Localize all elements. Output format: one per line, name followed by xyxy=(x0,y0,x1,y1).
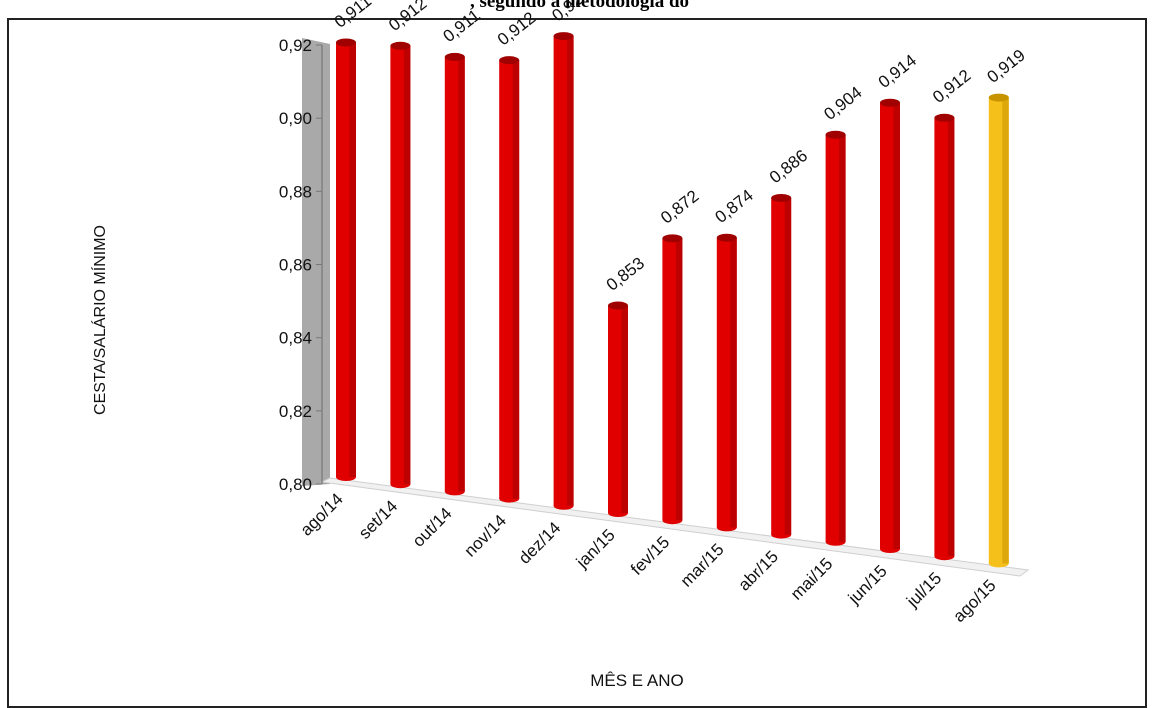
back-wall xyxy=(302,38,330,486)
bar-top xyxy=(988,93,1009,102)
bar-nov/14 xyxy=(499,56,520,503)
bar-mar/15 xyxy=(716,233,737,532)
bar-set/14 xyxy=(390,41,411,489)
y-tick-label: 0,84 xyxy=(279,329,312,348)
bar-jul/15 xyxy=(934,113,955,561)
y-tick-label: 0,92 xyxy=(279,36,312,55)
data-label: 0,872 xyxy=(657,186,702,227)
bar-shade xyxy=(458,56,465,492)
data-label: 0,912 xyxy=(929,66,974,107)
bar-dez/14 xyxy=(553,32,574,510)
x-tick-label: mar/15 xyxy=(677,540,728,591)
y-axis-title: CESTA/SALÁRIO MÍNIMO xyxy=(90,225,109,415)
bar-shade xyxy=(567,36,574,506)
x-tick-label: jan/15 xyxy=(572,525,619,572)
bar-top xyxy=(825,130,846,139)
bar-jan/15 xyxy=(608,301,628,517)
data-label: 0,912 xyxy=(385,0,430,35)
bars-layer xyxy=(336,32,1009,568)
data-label: 0,914 xyxy=(875,51,920,92)
x-tick-label: fev/15 xyxy=(627,533,673,579)
bar-fev/15 xyxy=(662,234,683,525)
data-label: 0,912 xyxy=(494,8,539,49)
data-label: 0,911 xyxy=(331,0,375,32)
axis-layer: 0,80 0,82 0,84 0,86 0,88 0,90 0,92 xyxy=(279,36,1030,577)
bar-shade xyxy=(512,60,520,499)
bar-mai/15 xyxy=(825,130,846,546)
y-tick-label: 0,86 xyxy=(279,256,312,275)
bar-shade xyxy=(893,102,900,549)
y-tick-label: 0,80 xyxy=(279,475,312,494)
bar-shade xyxy=(784,197,792,535)
x-tick-label: ago/14 xyxy=(297,489,347,539)
x-tick-label: nov/14 xyxy=(460,511,510,561)
bar-shade xyxy=(621,305,628,513)
x-tick-label: ago/15 xyxy=(949,576,999,626)
x-tick-label: set/14 xyxy=(355,497,401,543)
bar-top xyxy=(662,234,683,243)
bar-top xyxy=(771,193,792,202)
x-tick-label: dez/14 xyxy=(515,518,565,568)
x-tick-label: jul/15 xyxy=(902,569,945,612)
x-tick-label: mai/15 xyxy=(787,554,837,604)
bar-shade xyxy=(839,134,846,542)
data-label: 0,853 xyxy=(603,254,648,295)
bar-ago/14 xyxy=(336,38,356,481)
bar-out/14 xyxy=(444,52,465,496)
bar-abr/15 xyxy=(771,193,792,539)
bar-top xyxy=(336,38,356,47)
bar-shade xyxy=(947,117,955,557)
y-tick-label: 0,82 xyxy=(279,402,312,421)
bar-top xyxy=(608,301,628,310)
bar-shade xyxy=(349,42,356,477)
data-label: 0,911 xyxy=(440,6,484,46)
data-label: 0,920 xyxy=(548,0,593,25)
data-label: 0,886 xyxy=(766,146,811,187)
bar-top xyxy=(499,56,520,65)
page-title: , segundo a metodologia do xyxy=(469,0,690,12)
bar-top xyxy=(553,32,574,41)
bar-shade xyxy=(675,238,683,521)
bar-top xyxy=(716,233,737,242)
x-tick-label: out/14 xyxy=(409,504,456,551)
bar-top xyxy=(444,52,465,61)
data-label: 0,919 xyxy=(984,46,1029,87)
bar-ago/15 xyxy=(988,93,1009,568)
y-tick-label: 0,88 xyxy=(279,182,312,201)
x-axis-title: MÊS E ANO xyxy=(590,671,684,690)
bar-top xyxy=(934,113,955,122)
floor xyxy=(320,477,1030,577)
bar-shade xyxy=(730,237,737,528)
bar-top xyxy=(880,98,900,107)
data-label: 0,904 xyxy=(820,83,865,124)
y-tick-label: 0,90 xyxy=(279,109,312,128)
bar-shade xyxy=(403,45,411,485)
bar-top xyxy=(390,41,411,50)
data-label: 0,874 xyxy=(712,186,757,227)
bar-jun/15 xyxy=(880,98,900,553)
x-tick-label: abr/15 xyxy=(735,547,783,595)
bar-shade xyxy=(1002,97,1009,564)
x-tick-label: jun/15 xyxy=(844,561,891,608)
